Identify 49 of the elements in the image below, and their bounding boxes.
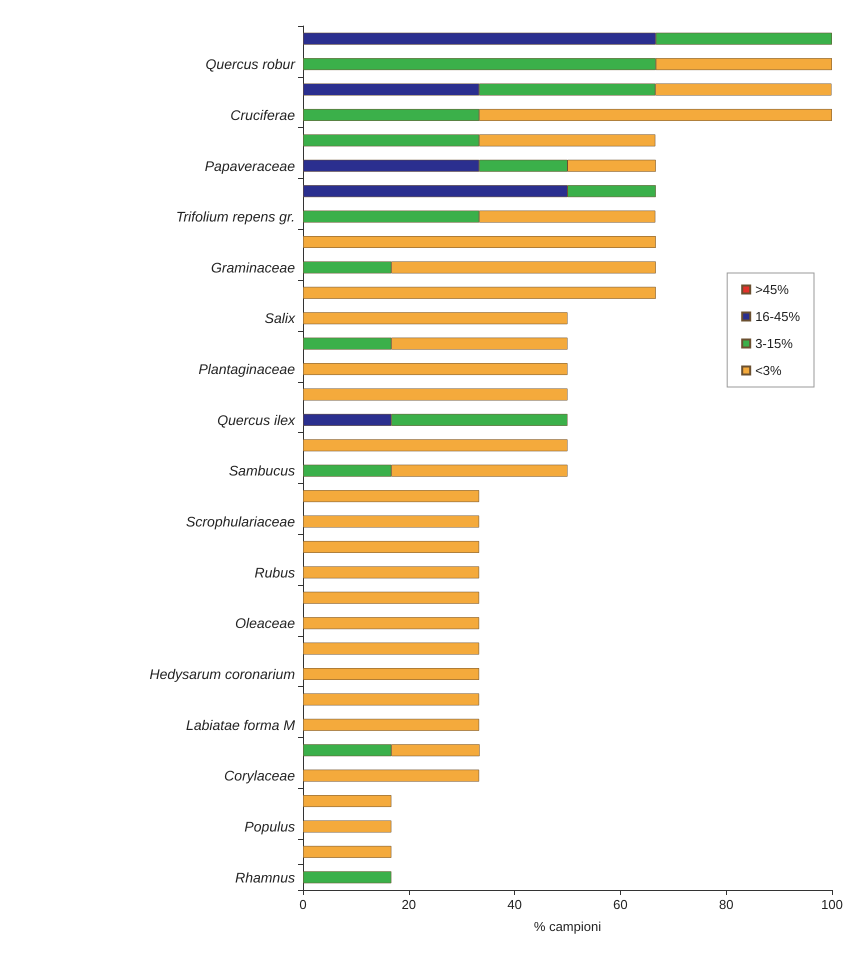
y-tick-label: Quercus robur: [206, 56, 296, 72]
bar: [303, 846, 392, 858]
x-tick-label: 60: [613, 897, 628, 912]
bar: [303, 617, 480, 630]
bar: [303, 642, 480, 655]
y-tick-label: Graminaceae: [210, 259, 296, 276]
bar: [303, 490, 480, 502]
y-tick-label: Rhamnus: [235, 869, 295, 886]
bar: [303, 592, 480, 604]
y-tick-label: Corylaceae: [224, 768, 296, 784]
y-tick-label: Salix: [264, 310, 296, 326]
y-tick-label: Trifolium repens gr.: [176, 208, 295, 225]
bar: [303, 388, 568, 400]
bar: [303, 516, 480, 528]
bar: [303, 871, 392, 884]
bar: [303, 363, 568, 376]
legend-label: >45%: [755, 282, 790, 297]
bar: [303, 718, 480, 731]
bar: [303, 668, 480, 680]
y-tick-label: Hedysarum coronarium: [150, 666, 296, 682]
y-tick-label: Populus: [244, 818, 295, 834]
x-axis-title: % campioni: [534, 919, 602, 934]
x-tick-label: 0: [299, 897, 307, 912]
y-tick-label: Cruciferae: [230, 106, 296, 123]
x-tick-label: 20: [402, 897, 416, 912]
bar: [303, 770, 480, 782]
y-tick-label: Quercus ilex: [217, 412, 296, 428]
legend-label: 3-15%: [755, 336, 794, 351]
y-tick-label: Papaveraceae: [204, 158, 296, 174]
bar: [303, 693, 480, 706]
y-tick-label: Labiatae forma M: [186, 716, 296, 733]
y-tick-label: Rubus: [254, 564, 295, 580]
bar: [303, 540, 480, 553]
y-tick-label: Oleaceae: [235, 615, 296, 632]
bar: [303, 820, 392, 832]
x-tick-label: 80: [718, 897, 734, 912]
bar: [303, 566, 480, 578]
bar: [303, 312, 568, 324]
bar: [303, 439, 568, 452]
bar: [303, 795, 392, 808]
bar: [303, 236, 656, 248]
y-tick-label: Scrophulariaceae: [186, 514, 296, 530]
y-tick-label: Sambucus: [228, 462, 295, 479]
x-tick-label: 100: [821, 897, 843, 912]
bar: [303, 286, 656, 299]
y-tick-label: Plantaginaceae: [198, 361, 296, 378]
legend-label: 16-45%: [755, 309, 800, 324]
legend-label: <3%: [755, 363, 782, 378]
x-tick-label: 40: [507, 897, 522, 912]
